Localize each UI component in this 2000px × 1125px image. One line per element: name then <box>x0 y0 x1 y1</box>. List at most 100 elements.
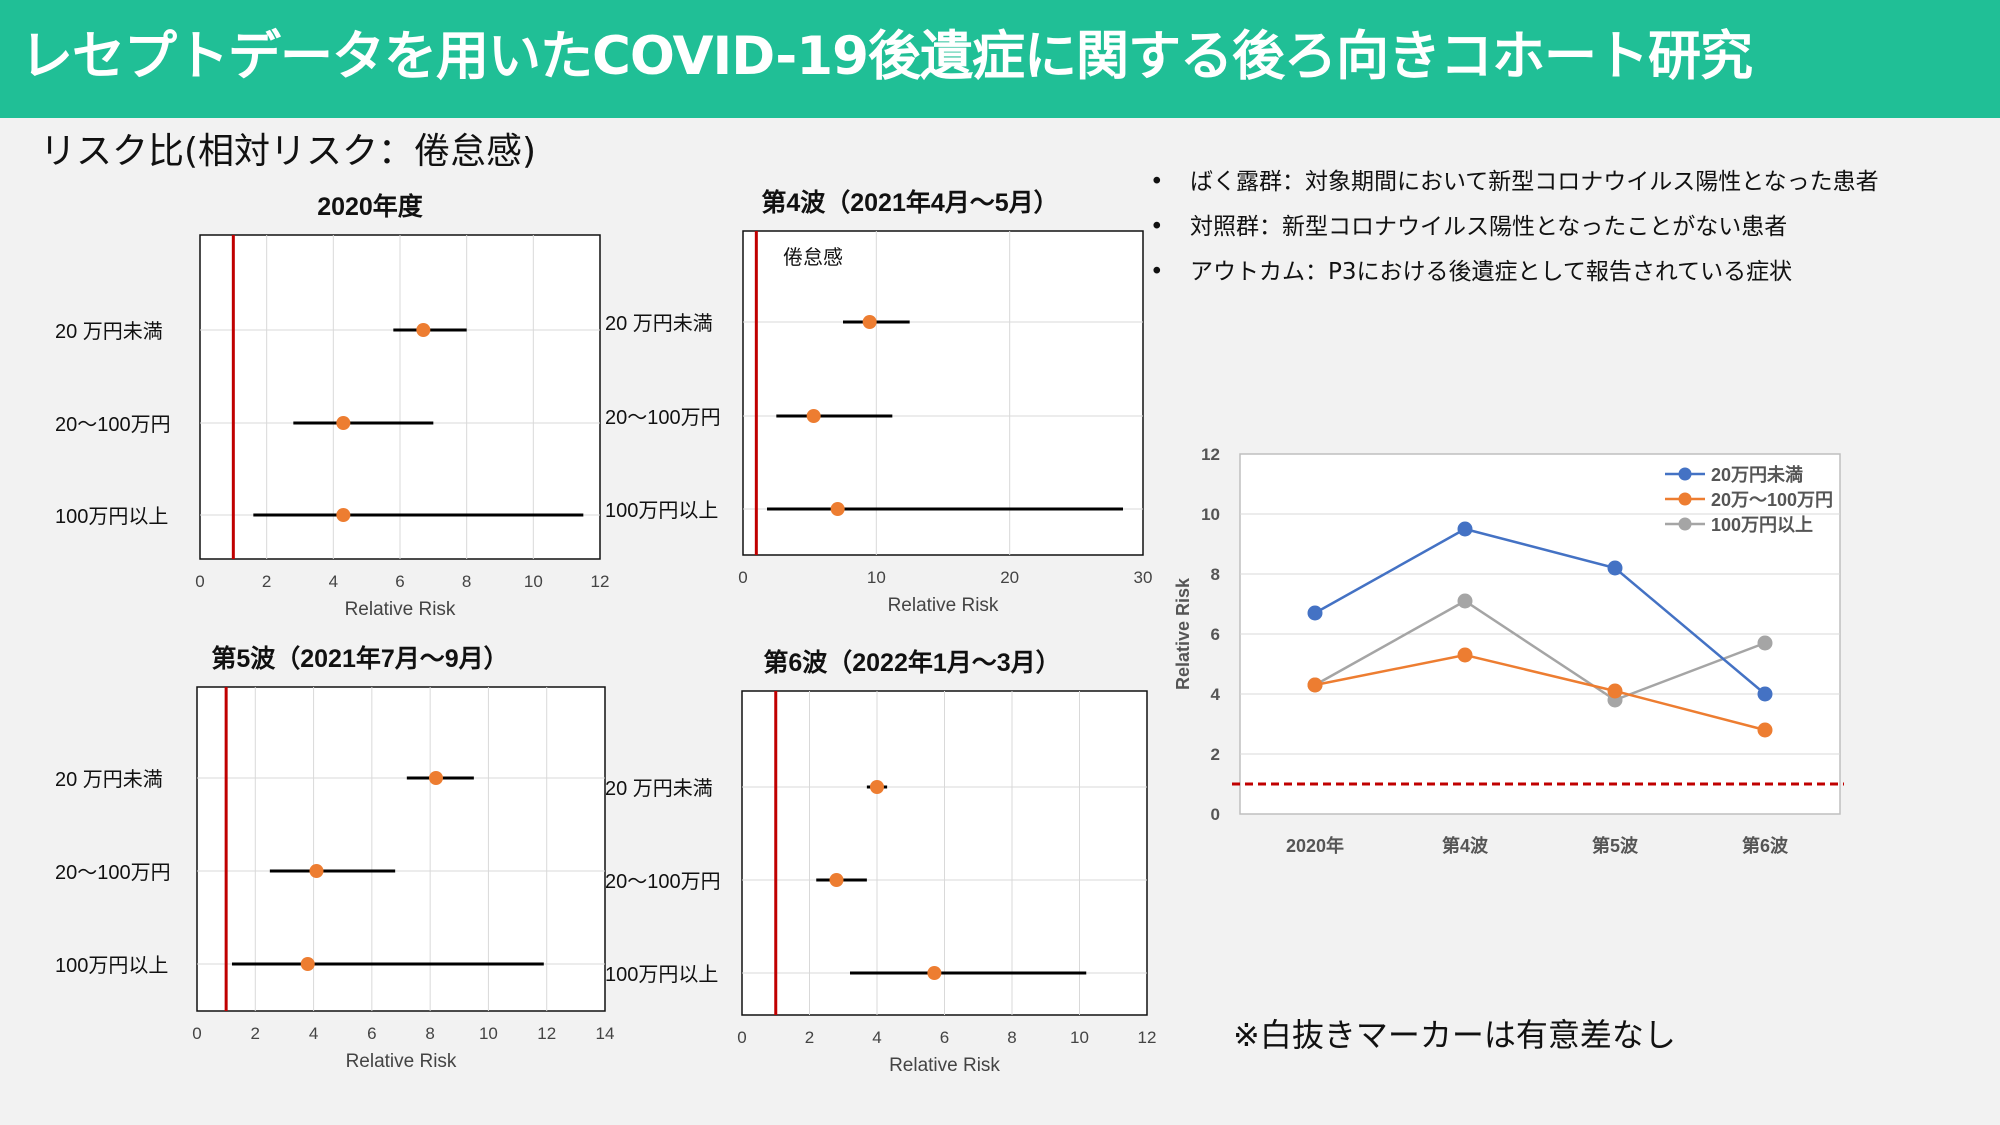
x-tick-label: 6 <box>367 1024 376 1043</box>
x-tick-label: 30 <box>1134 568 1153 587</box>
chart-annotation: 倦怠感 <box>783 246 843 269</box>
x-axis-label: Relative Risk <box>889 1055 1000 1076</box>
data-point <box>1757 722 1773 738</box>
legend-label: 20万〜100万円 <box>1711 490 1833 510</box>
definition-text: 対照群：新型コロナウイルス陽性となったことがない患者 <box>1190 214 1788 240</box>
category-label: 20〜100万円 <box>55 414 171 436</box>
definition-item: • 対照群：新型コロナウイルス陽性となったことがない患者 <box>1150 205 1879 250</box>
series-line <box>1314 527 1766 695</box>
page-subtitle: リスク比(相対リスク：倦怠感) <box>40 131 537 172</box>
x-tick-label: 14 <box>596 1024 615 1043</box>
x-tick-label: 2020年 <box>1286 835 1344 856</box>
category-label: 20 万円未満 <box>605 777 713 800</box>
x-tick-label: 第4波 <box>1442 835 1489 856</box>
x-axis-label: Relative Risk <box>345 599 456 620</box>
forest-plot-wave5: 第5波（2021年7月〜9月） 20 万円未満 20〜100万円 100万円以上 0 2 4… <box>55 644 614 1072</box>
x-tick-label: 10 <box>1070 1028 1089 1047</box>
category-label: 20〜100万円 <box>605 407 721 429</box>
plot-area <box>196 686 606 1012</box>
data-point <box>1307 605 1323 621</box>
y-tick-label: 6 <box>1211 625 1220 644</box>
x-tick-label: 4 <box>872 1028 881 1047</box>
y-axis-label: Relative Risk <box>1173 577 1193 690</box>
line-chart-summary: 0 2 4 6 8 10 12 Relative Risk 2020年 第4波 第5波 第6波 20万円… <box>1173 445 1844 856</box>
category-label: 20 万円未満 <box>605 312 713 335</box>
legend-swatch-marker <box>1678 492 1692 506</box>
x-tick-label: 10 <box>867 568 886 587</box>
bullet-icon: • <box>1150 259 1164 285</box>
point-estimate <box>806 409 821 423</box>
definition-text: アウトカム：P3における後遺症として報告されている症状 <box>1190 259 1793 285</box>
bullet-icon: • <box>1150 169 1164 195</box>
chart-title: 第6波（2022年1月〜3月） <box>763 648 1060 677</box>
y-tick-label: 12 <box>1201 445 1220 464</box>
category-label: 20〜100万円 <box>55 862 171 884</box>
category-label: 100万円以上 <box>55 954 168 977</box>
x-tick-label: 第6波 <box>1742 835 1789 856</box>
legend-swatch-marker <box>1678 517 1692 531</box>
data-point <box>1757 686 1773 702</box>
point-estimate <box>830 502 845 516</box>
data-point <box>1757 635 1773 651</box>
category-label: 20〜100万円 <box>605 871 721 893</box>
y-tick-label: 0 <box>1211 805 1220 824</box>
title-banner: レセプトデータを用いたCOVID-19後遺症に関する後ろ向きコホート研究 <box>0 0 2000 118</box>
x-tick-label: 0 <box>195 572 204 591</box>
y-tick-label: 10 <box>1201 505 1220 524</box>
definition-text: ばく露群：対象期間において新型コロナウイルス陽性となった患者 <box>1190 169 1879 195</box>
y-tick-label: 4 <box>1211 685 1221 704</box>
category-label: 100万円以上 <box>605 963 718 986</box>
data-point <box>1457 521 1473 537</box>
x-tick-label: 2 <box>251 1024 260 1043</box>
significance-note: ※白抜きマーカーは有意差なし <box>1233 1016 1676 1054</box>
point-estimate <box>829 873 844 887</box>
x-tick-label: 2 <box>262 572 271 591</box>
x-tick-label: 0 <box>192 1024 201 1043</box>
x-tick-label: 8 <box>1007 1028 1016 1047</box>
data-point <box>1457 593 1473 609</box>
category-label: 20 万円未満 <box>55 320 163 343</box>
x-axis-label: Relative Risk <box>346 1051 457 1072</box>
x-tick-label: 4 <box>329 572 338 591</box>
x-tick-label: 12 <box>1138 1028 1157 1047</box>
forest-plot-wave6: 第6波（2022年1月〜3月） 20 万円未満 20〜100万円 100万円以上 0 2 4… <box>605 648 1156 1076</box>
chart-title: 第5波（2021年7月〜9月） <box>211 644 508 673</box>
series-line <box>1314 653 1766 732</box>
y-tick-label: 2 <box>1211 745 1220 764</box>
forest-plot-2020: 2020年度 20 万円未満 20〜100万円 100万円以上 0 2 4 6 8 10 12 Rel… <box>55 192 609 620</box>
page-title: レセプトデータを用いたCOVID-19後遺症に関する後ろ向きコホート研究 <box>20 26 1753 87</box>
category-label: 100万円以上 <box>605 499 718 522</box>
category-label: 20 万円未満 <box>55 768 163 791</box>
x-tick-label: 8 <box>462 572 471 591</box>
x-tick-label: 12 <box>591 572 610 591</box>
x-tick-label: 20 <box>1000 568 1019 587</box>
plot-area <box>742 230 1144 556</box>
x-tick-label: 4 <box>309 1024 318 1043</box>
point-estimate <box>416 323 431 337</box>
point-estimate <box>336 508 351 522</box>
x-tick-label: 0 <box>738 568 747 587</box>
chart-title: 第4波（2021年4月〜5月） <box>761 188 1058 217</box>
legend-swatch-marker <box>1678 467 1692 481</box>
point-estimate <box>862 315 877 329</box>
x-axis-label: Relative Risk <box>888 595 999 616</box>
x-tick-label: 2 <box>805 1028 814 1047</box>
category-label: 100万円以上 <box>55 505 168 528</box>
definition-list: • ばく露群：対象期間において新型コロナウイルス陽性となった患者 • 対照群：新型コ… <box>1150 160 1879 295</box>
point-estimate <box>428 771 443 785</box>
point-estimate <box>336 416 351 430</box>
x-tick-label: 8 <box>425 1024 434 1043</box>
point-estimate <box>870 780 884 794</box>
x-tick-label: 10 <box>479 1024 498 1043</box>
x-tick-label: 第5波 <box>1592 835 1639 856</box>
point-estimate <box>309 864 324 878</box>
x-tick-label: 12 <box>537 1024 556 1043</box>
bullet-icon: • <box>1150 214 1164 240</box>
legend-label: 20万円未満 <box>1711 464 1803 485</box>
y-tick-label: 8 <box>1211 565 1220 584</box>
x-tick-label: 6 <box>395 572 404 591</box>
point-estimate <box>927 966 942 980</box>
x-tick-label: 0 <box>737 1028 746 1047</box>
forest-plot-wave4: 第4波（2021年4月〜5月） 20 万円未満 20〜100万円 100万円以上 0 10… <box>605 188 1153 616</box>
point-estimate <box>300 957 315 971</box>
